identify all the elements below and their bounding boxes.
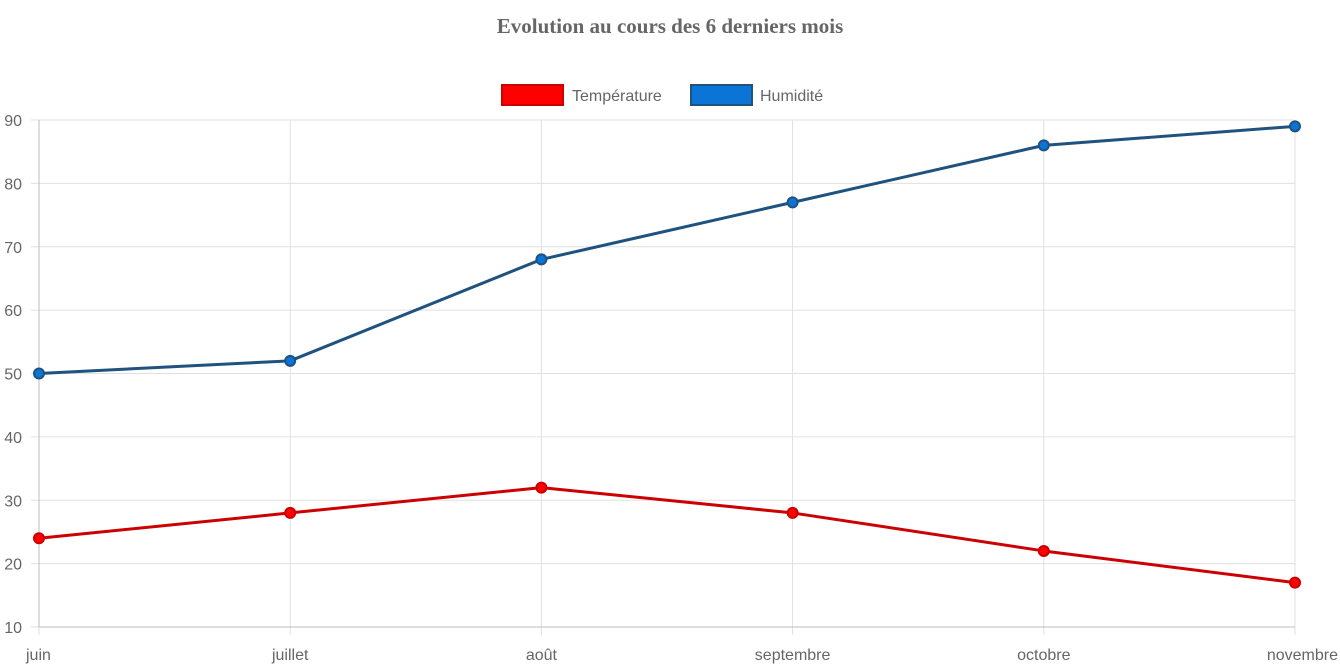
y-tick-label: 60 bbox=[4, 303, 22, 320]
data-point[interactable] bbox=[1037, 544, 1050, 557]
data-point[interactable] bbox=[33, 532, 45, 545]
y-tick-label: 40 bbox=[4, 430, 22, 447]
series-0 bbox=[33, 481, 1301, 589]
y-tick-label: 10 bbox=[4, 620, 22, 637]
series-line bbox=[38, 124, 1296, 375]
data-point[interactable] bbox=[786, 196, 799, 209]
series-line bbox=[38, 486, 1296, 585]
data-point[interactable] bbox=[33, 367, 45, 380]
chart-title: Evolution au cours des 6 derniers mois bbox=[496, 14, 844, 38]
series bbox=[33, 120, 1301, 589]
data-point[interactable] bbox=[1289, 120, 1301, 133]
legend[interactable]: Température Humidité bbox=[501, 84, 823, 106]
legend-item[interactable]: Humidité bbox=[690, 84, 823, 106]
legend-item[interactable]: Température bbox=[501, 84, 662, 106]
legend-label: Température bbox=[572, 88, 662, 105]
x-tick-label: juin bbox=[25, 647, 51, 664]
legend-label: Humidité bbox=[760, 88, 823, 105]
x-tick-label: septembre bbox=[755, 647, 831, 664]
y-tick-label: 80 bbox=[4, 176, 22, 193]
data-point[interactable] bbox=[284, 354, 297, 367]
data-point[interactable] bbox=[1037, 139, 1050, 152]
y-tick-label: 70 bbox=[4, 240, 22, 257]
data-point[interactable] bbox=[284, 506, 297, 519]
y-axis-ticks: 10 20 30 40 50 60 70 80 90 bbox=[4, 113, 22, 637]
y-tick-label: 20 bbox=[4, 557, 22, 574]
x-tick-label: août bbox=[526, 647, 558, 664]
y-tick-label: 90 bbox=[4, 113, 22, 130]
y-tick-label: 30 bbox=[4, 493, 22, 510]
legend-swatch bbox=[690, 84, 753, 106]
legend-swatch bbox=[501, 84, 564, 106]
x-tick-label: octobre bbox=[1017, 647, 1070, 664]
x-axis-ticks: juin juillet août septembre octobre novembre bbox=[25, 647, 1338, 664]
series-1 bbox=[33, 120, 1301, 380]
data-point[interactable] bbox=[535, 253, 548, 266]
data-point[interactable] bbox=[786, 506, 799, 519]
y-tick-label: 50 bbox=[4, 367, 22, 384]
x-tick-label: novembre bbox=[1267, 647, 1338, 664]
data-point[interactable] bbox=[1289, 576, 1301, 589]
x-tick-label: juillet bbox=[271, 647, 309, 664]
data-point[interactable] bbox=[535, 481, 548, 494]
